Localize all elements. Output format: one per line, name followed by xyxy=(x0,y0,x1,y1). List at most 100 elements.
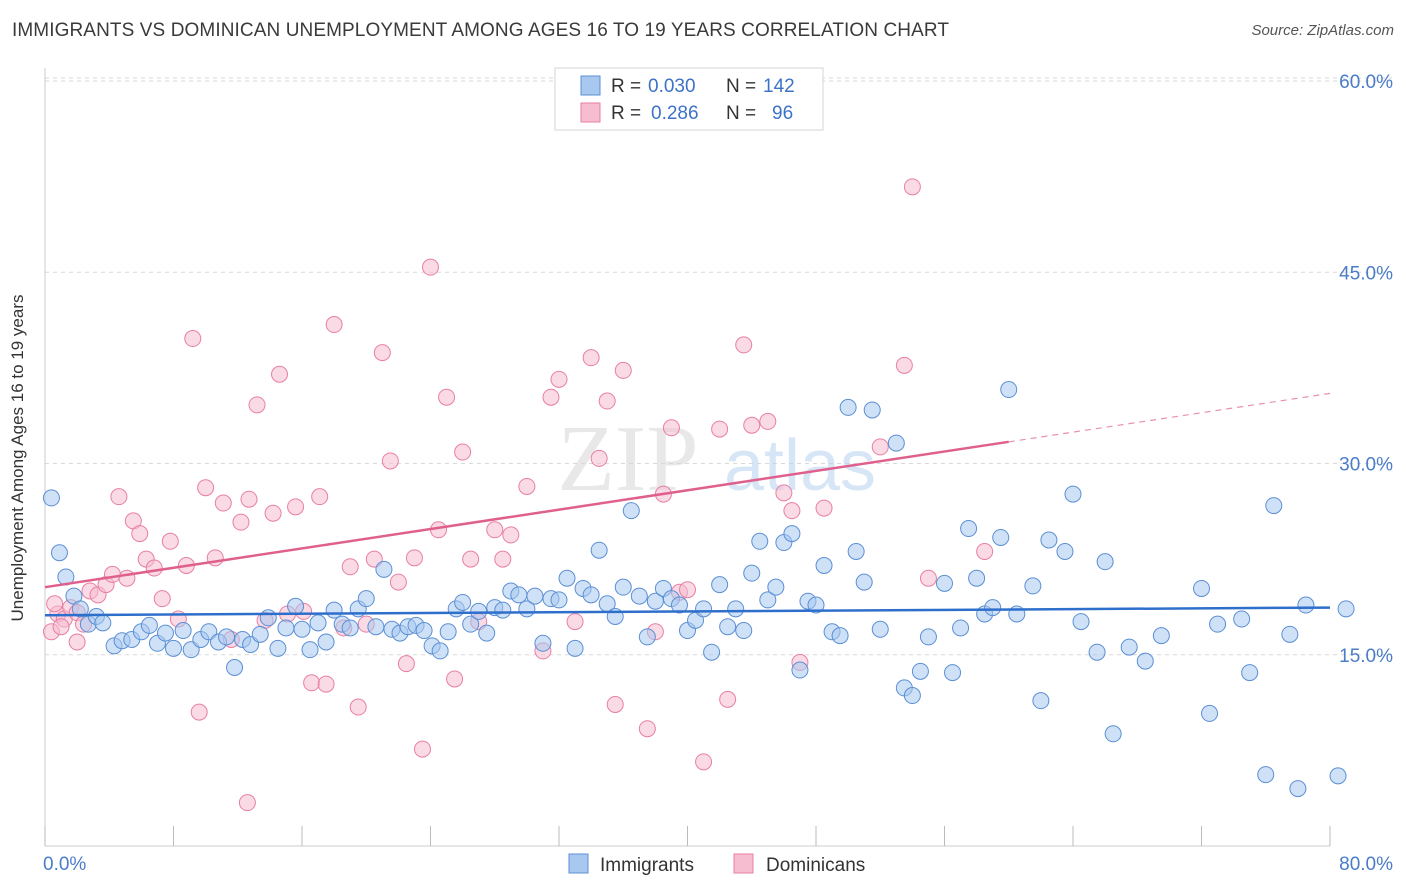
immigrants-point xyxy=(341,619,359,637)
dominicans-point xyxy=(606,695,624,713)
dominicans-points xyxy=(42,106,994,812)
immigrants-point xyxy=(751,532,769,550)
dominicans-point xyxy=(405,549,423,567)
immigrants-point xyxy=(711,576,729,594)
dominicans-point xyxy=(153,590,171,608)
immigrants-point xyxy=(494,601,512,619)
dominicans-point xyxy=(349,698,367,716)
immigrants-point xyxy=(534,634,552,652)
dominicans-point xyxy=(110,488,128,506)
immigrants-point xyxy=(630,587,648,605)
immigrants-point xyxy=(791,661,809,679)
y-tick-label: 15.0% xyxy=(1339,646,1393,667)
x-tick-label-min: 0.0% xyxy=(43,854,86,875)
immigrants-point xyxy=(590,541,608,559)
immigrants-point xyxy=(259,609,277,627)
immigrants-point xyxy=(695,600,713,618)
immigrants-point xyxy=(984,599,1002,617)
immigrants-point xyxy=(614,578,632,596)
dominicans-point xyxy=(566,613,584,631)
immigrants-point xyxy=(357,590,375,608)
dominicans-point xyxy=(462,550,480,568)
dominicans-point xyxy=(264,504,282,522)
immigrants-point xyxy=(1032,692,1050,710)
dominicans-point xyxy=(614,361,632,379)
immigrants-point xyxy=(454,593,472,611)
dominicans-point xyxy=(197,479,215,497)
immigrants-point xyxy=(582,586,600,604)
dominicans-point xyxy=(52,618,70,636)
immigrants-point xyxy=(871,620,889,638)
immigrants-point xyxy=(911,662,929,680)
immigrants-point xyxy=(960,520,978,538)
immigrants-trend-line xyxy=(44,606,1331,617)
stats-legend: R = 0.030 N = 142 R = 0.286 N = 96 xyxy=(554,67,824,131)
watermark: ZIP atlas xyxy=(558,407,877,511)
immigrants-point xyxy=(735,622,753,640)
immigrants-point xyxy=(415,622,433,640)
dominicans-point xyxy=(271,365,289,383)
immigrants-point xyxy=(719,618,737,636)
immigrants-point xyxy=(727,600,745,618)
dominicans-point xyxy=(190,703,208,721)
legend-swatch-dominicans xyxy=(580,102,601,123)
immigrants-point xyxy=(478,624,496,642)
immigrants-point xyxy=(1233,610,1251,628)
dominicans-point xyxy=(919,569,937,587)
immigrants-point xyxy=(944,664,962,682)
immigrants-point xyxy=(1024,577,1042,595)
immigrants-point xyxy=(968,569,986,587)
immigrants-point xyxy=(462,615,480,633)
legend-n-label-1: N = xyxy=(726,76,756,97)
axes xyxy=(44,68,1331,847)
gridlines xyxy=(45,77,1392,656)
bottom-legend-swatch-dominicans xyxy=(733,853,754,874)
dominicans-point xyxy=(413,740,431,758)
immigrants-point xyxy=(1120,638,1138,656)
y-tick-label: 45.0% xyxy=(1339,263,1393,284)
immigrants-points xyxy=(42,381,1355,798)
immigrants-point xyxy=(887,434,905,452)
y-tick-label: 30.0% xyxy=(1339,455,1393,476)
immigrants-point xyxy=(1257,766,1275,784)
dominicans-point xyxy=(903,178,921,196)
immigrants-point xyxy=(1241,664,1259,682)
dominicans-point xyxy=(582,349,600,367)
immigrants-point xyxy=(1104,725,1122,743)
dominicans-point xyxy=(695,753,713,771)
immigrants-point xyxy=(863,401,881,419)
legend-swatch-immigrants xyxy=(580,75,601,96)
dominicans-point xyxy=(317,675,335,693)
immigrants-point xyxy=(325,601,343,619)
dominicans-point xyxy=(679,581,696,599)
dominicans-point xyxy=(238,794,256,812)
dominicans-point xyxy=(248,396,266,414)
immigrants-point xyxy=(847,542,865,560)
dominicans-point xyxy=(590,449,608,467)
chart-title: IMMIGRANTS VS DOMINICAN UNEMPLOYMENT AMO… xyxy=(12,20,950,41)
immigrants-point xyxy=(287,597,305,615)
dominicans-point xyxy=(389,573,407,591)
immigrants-point xyxy=(317,633,335,651)
dominicans-point xyxy=(103,565,121,583)
immigrants-point xyxy=(936,574,953,592)
immigrants-point xyxy=(1193,579,1210,597)
immigrants-point xyxy=(815,557,833,574)
immigrants-point xyxy=(375,560,393,578)
immigrants-point xyxy=(550,591,568,609)
dominicans-point xyxy=(214,494,232,512)
immigrants-point xyxy=(743,564,761,582)
immigrants-point xyxy=(165,639,182,657)
dominicans-point xyxy=(494,550,512,568)
dominicans-point xyxy=(783,502,801,520)
immigrants-point xyxy=(1096,553,1114,571)
immigrants-point xyxy=(71,600,89,618)
immigrants-point xyxy=(839,398,857,416)
series-legend: Immigrants Dominicans xyxy=(568,853,865,876)
dominicans-point xyxy=(711,420,729,438)
immigrants-point xyxy=(919,628,937,646)
immigrants-point xyxy=(226,659,244,676)
dominicans-point xyxy=(118,569,136,587)
dominicans-point xyxy=(287,498,305,516)
